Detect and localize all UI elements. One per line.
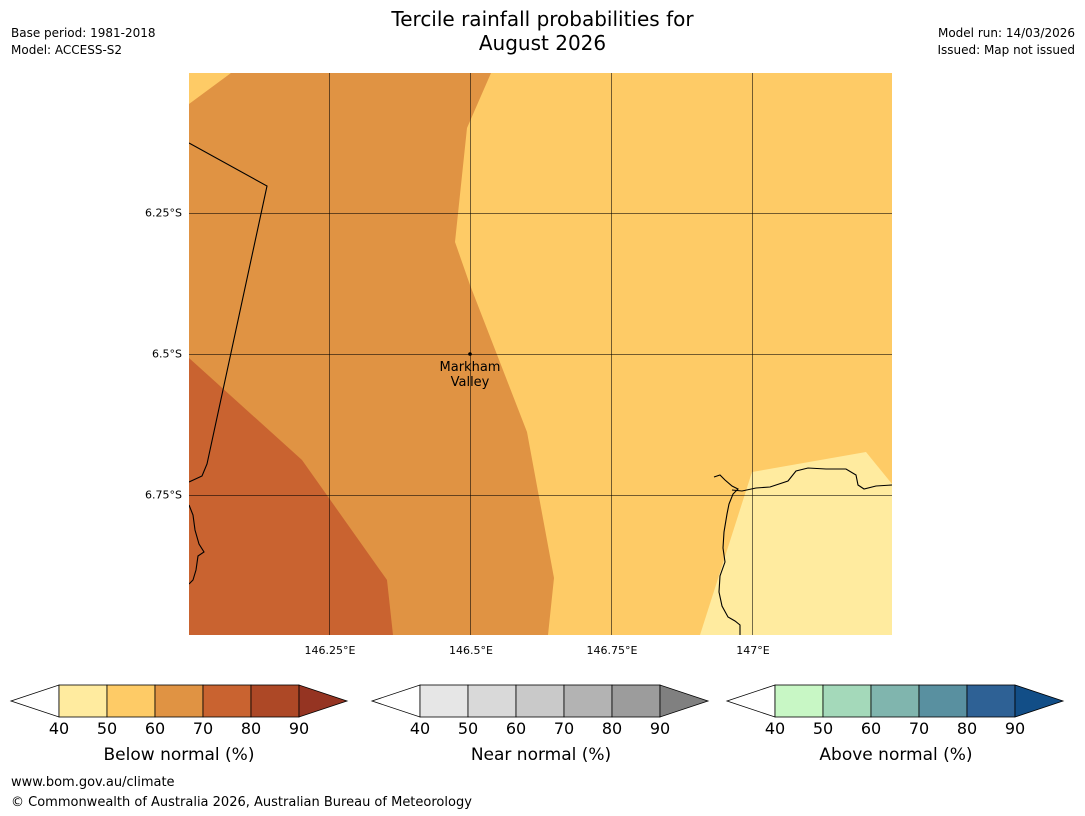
colorbar-tick-label: 60 [144,719,166,738]
colorbar-above-ticks: 40 50 60 70 80 90 [0,719,1085,739]
colorbar-extend-high [1014,684,1065,718]
colorbar-extend-low [725,684,776,718]
colorbar-segment [918,684,968,718]
colorbar-tick-label: 40 [48,719,70,738]
colorbar-segment [419,684,469,718]
place-label-markham-valley: Markham Valley [440,360,501,390]
colorbar-tick-label: 90 [288,719,310,738]
meta-right: Model run: 14/03/2026 Issued: Map not is… [937,25,1075,59]
colorbar-tick-label: 70 [908,719,930,738]
colorbar-segment [154,684,204,718]
colorbar-tick-label: 90 [1004,719,1026,738]
lon-label-147: 147°E [736,644,770,657]
coastline-borders [189,142,892,635]
huon-gulf-coast-line [731,467,892,492]
issued-text: Issued: Map not issued [937,43,1075,57]
colorbar-near-normal [370,684,710,718]
region-50-60-corner [189,73,231,104]
model-run-text: Model run: 14/03/2026 [937,26,1075,40]
colorbar-segment [202,684,252,718]
colorbar-extend-high [659,684,710,718]
colorbar-tick-label: 50 [457,719,479,738]
place-name-line2: Valley [450,375,490,390]
colorbar-tick-label: 80 [956,719,978,738]
colorbar-near-title: Near normal (%) [470,745,612,765]
footer-url: www.bom.gov.au/climate [11,775,175,790]
colorbar-tick-label: 50 [96,719,118,738]
colorbar-tick-label: 60 [505,719,527,738]
colorbar-below-ticks: 40 50 60 70 80 90 [0,719,1085,739]
map-title-line2: August 2026 [478,31,607,55]
colorbar-segment [58,684,108,718]
province-border-line [189,142,268,483]
colorbar-segment [515,684,565,718]
colorbar-segment [966,684,1016,718]
colorbar-segment [250,684,300,718]
west-coast-line [189,504,205,585]
colorbar-segment [611,684,661,718]
lat-label-6.25: 6.25°S [145,206,182,220]
markham-river-coast-line [713,474,741,635]
colorbar-segment [774,684,824,718]
map-title-line1: Tercile rainfall probabilities for [391,7,694,31]
colorbar-segment [822,684,872,718]
colorbar-segment [563,684,613,718]
colorbar-segment [870,684,920,718]
place-name-line1: Markham [439,360,501,375]
colorbar-below-normal [9,684,349,718]
colorbar-tick-label: 40 [409,719,431,738]
colorbars-svg [9,684,1065,718]
model-text: Model: ACCESS-S2 [11,43,123,57]
colorbar-tick-label: 80 [240,719,262,738]
colorbar-segment [106,684,156,718]
colorbar-tick-label: 40 [764,719,786,738]
meta-left: Base period: 1981-2018 Model: ACCESS-S2 [11,25,156,59]
map-title: Tercile rainfall probabilities for Augus… [0,7,1085,55]
colorbar-extend-low [9,684,60,718]
region-below-50 [700,452,892,635]
colorbar-above-normal [725,684,1065,718]
lon-label-146.5: 146.5°E [449,644,493,657]
lon-label-146.25: 146.25°E [304,644,356,657]
region-70-80 [189,358,393,635]
colorbar-tick-label: 50 [812,719,834,738]
lon-label-146.75: 146.75°E [586,644,638,657]
colorbar-tick-label: 80 [601,719,623,738]
footer-copyright: © Commonwealth of Australia 2026, Austra… [11,795,472,810]
colorbar-tick-label: 70 [192,719,214,738]
colorbar-tick-label: 60 [860,719,882,738]
lat-label-6.5: 6.5°S [152,347,182,361]
map-plot-area [189,73,892,635]
colorbar-extend-high [298,684,349,718]
lat-label-6.75: 6.75°S [145,488,182,502]
colorbar-tick-label: 70 [553,719,575,738]
colorbar-above-title: Above normal (%) [819,745,973,765]
markham-valley-marker [468,352,472,356]
base-period-text: Base period: 1981-2018 [11,26,156,40]
colorbar-near-ticks: 40 50 60 70 80 90 [0,719,1085,739]
colorbar-tick-label: 90 [649,719,671,738]
colorbar-extend-low [370,684,421,718]
colorbar-below-title: Below normal (%) [103,745,255,765]
colorbar-segment [467,684,517,718]
